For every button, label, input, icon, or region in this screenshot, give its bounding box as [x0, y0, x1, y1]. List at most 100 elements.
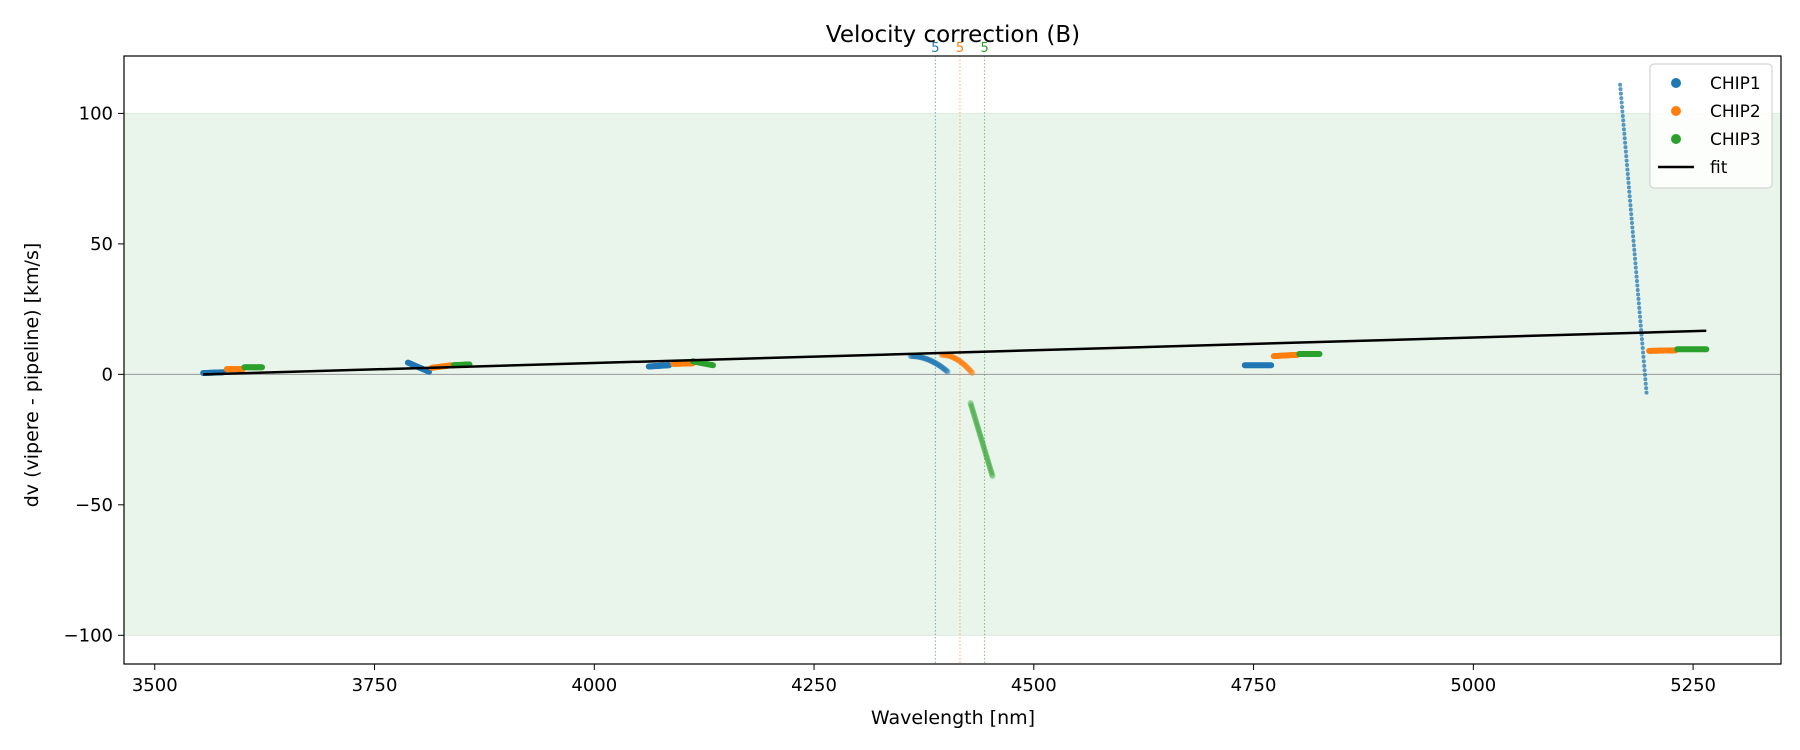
- data-point: [934, 361, 941, 368]
- data-point: [931, 359, 938, 366]
- data-point: [956, 358, 963, 365]
- data-point: [915, 353, 922, 360]
- data-point: [987, 466, 994, 473]
- data-point: [1625, 167, 1630, 172]
- data-point: [938, 364, 945, 371]
- y-tick-label: −100: [64, 625, 113, 646]
- data-point: [960, 361, 967, 368]
- data-point: [983, 453, 990, 460]
- data-point: [955, 357, 962, 364]
- data-point: [959, 360, 966, 367]
- data-point: [987, 468, 994, 475]
- data-point: [1636, 301, 1641, 306]
- data-point: [1618, 87, 1623, 92]
- data-point: [1635, 287, 1640, 292]
- data-point: [1641, 350, 1646, 355]
- data-point: [921, 355, 928, 362]
- legend-marker-chip3: [1671, 134, 1681, 144]
- x-tick-label: 5000: [1450, 675, 1496, 696]
- data-point: [982, 449, 989, 456]
- data-point: [977, 433, 984, 440]
- data-point: [1641, 354, 1646, 359]
- data-point: [964, 364, 971, 371]
- data-point: [961, 362, 968, 369]
- legend-label: CHIP2: [1710, 102, 1761, 122]
- data-point: [988, 471, 995, 478]
- data-point: [1628, 198, 1633, 203]
- data-point: [976, 429, 983, 436]
- data-point: [963, 364, 970, 371]
- data-point: [1642, 363, 1647, 368]
- data-point: [1642, 368, 1647, 373]
- data-point: [969, 370, 976, 377]
- data-point: [944, 368, 951, 375]
- data-point: [979, 438, 986, 445]
- data-point: [977, 431, 984, 438]
- data-point: [1632, 247, 1637, 252]
- data-point: [980, 441, 987, 448]
- data-point: [973, 418, 980, 425]
- data-point: [950, 354, 957, 361]
- order-label: 5: [931, 41, 939, 56]
- data-point: [928, 357, 935, 364]
- data-point: [1621, 118, 1626, 123]
- y-tick-label: 100: [79, 103, 113, 124]
- legend-marker-chip2: [1671, 106, 1681, 116]
- data-point: [946, 353, 953, 360]
- data-point: [1637, 305, 1642, 310]
- data-point: [1625, 171, 1630, 176]
- data-point: [985, 459, 992, 466]
- data-point: [259, 364, 266, 371]
- data-point: [1628, 207, 1633, 212]
- data-point: [1631, 234, 1636, 239]
- data-point: [1644, 390, 1649, 395]
- y-axis-label: dv (vipere - pipeline) [km/s]: [21, 243, 43, 508]
- data-point: [1619, 100, 1624, 105]
- data-point: [1634, 274, 1639, 279]
- data-point: [932, 360, 939, 367]
- data-point: [936, 362, 943, 369]
- data-point: [924, 356, 931, 363]
- data-point: [1638, 314, 1643, 319]
- data-point: [978, 436, 985, 443]
- data-point: [925, 356, 932, 363]
- x-tick-label: 4500: [1011, 675, 1057, 696]
- data-point: [1623, 140, 1628, 145]
- x-tick-label: 5250: [1670, 675, 1716, 696]
- data-point: [966, 366, 973, 373]
- data-point: [929, 358, 936, 365]
- data-point: [951, 355, 958, 362]
- data-point: [1624, 158, 1629, 163]
- data-point: [967, 368, 974, 375]
- data-point: [1639, 337, 1644, 342]
- data-point: [965, 365, 972, 372]
- data-point: [967, 400, 974, 407]
- data-point: [981, 446, 988, 453]
- data-point: [941, 366, 948, 373]
- data-point: [927, 357, 934, 364]
- legend-box: [1649, 63, 1773, 189]
- data-point: [937, 363, 944, 370]
- data-point: [1623, 149, 1628, 154]
- data-point: [919, 354, 926, 361]
- data-point: [1627, 189, 1632, 194]
- data-point: [1268, 362, 1275, 369]
- data-point: [1630, 225, 1635, 230]
- data-point: [1638, 319, 1643, 324]
- legend-label: fit: [1710, 158, 1728, 178]
- data-point: [1634, 279, 1639, 284]
- data-point: [988, 469, 995, 476]
- data-point: [974, 423, 981, 430]
- data-point: [975, 424, 982, 431]
- data-point: [962, 363, 969, 370]
- x-tick-label: 4750: [1231, 675, 1277, 696]
- data-point: [1621, 127, 1626, 132]
- data-point: [953, 355, 960, 362]
- data-point: [1619, 96, 1624, 101]
- data-point: [969, 405, 976, 412]
- data-point: [1635, 283, 1640, 288]
- data-point: [962, 362, 969, 369]
- y-tick-label: −50: [75, 495, 113, 516]
- x-axis-label: Wavelength [nm]: [871, 707, 1035, 729]
- data-point: [922, 355, 929, 362]
